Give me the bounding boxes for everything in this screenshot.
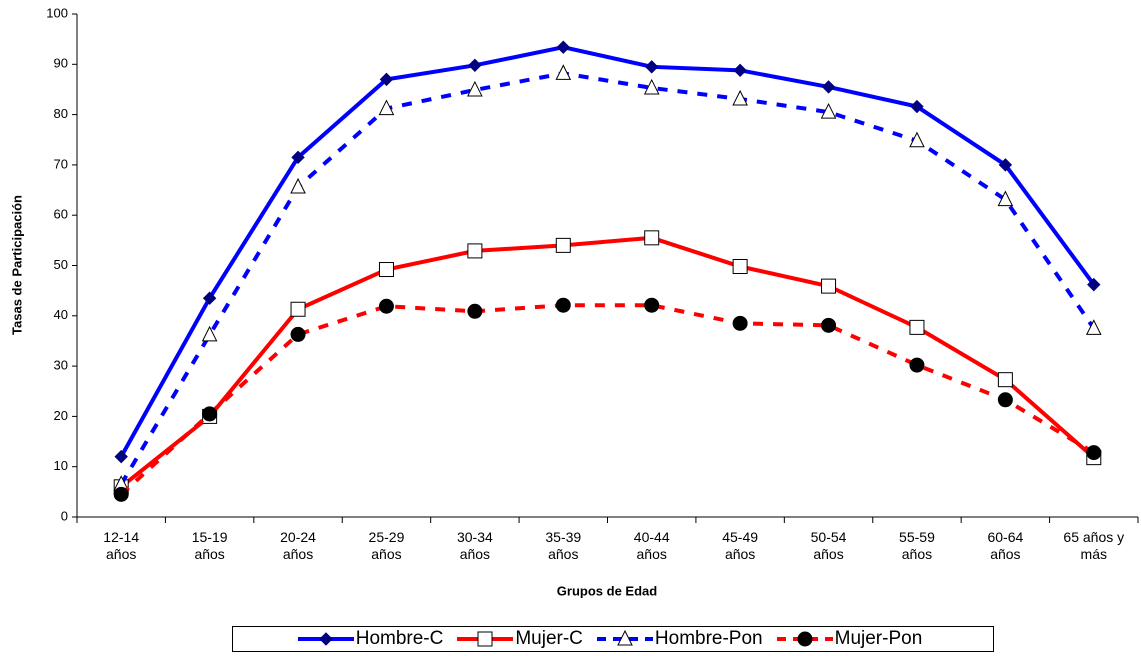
marker <box>821 80 836 94</box>
marker <box>555 237 571 253</box>
marker <box>319 632 333 646</box>
marker <box>909 131 925 148</box>
legend-label: Hombre-C <box>355 628 444 649</box>
legend-label: Mujer-C <box>515 628 583 649</box>
legend-label: Mujer-Pon <box>834 628 923 649</box>
x-tick-label: 40-44 años <box>633 529 670 562</box>
marker <box>556 40 570 54</box>
marker <box>732 89 748 106</box>
legend-item: Mujer-Pon <box>775 628 923 650</box>
marker <box>797 631 813 647</box>
marker <box>909 357 925 373</box>
marker <box>821 317 837 333</box>
legend: Hombre-C Mujer-C Hombre-Pon Mujer-Pon <box>232 626 994 652</box>
series-line <box>119 303 1095 496</box>
marker <box>643 78 660 95</box>
marker <box>290 326 306 342</box>
marker <box>290 301 306 317</box>
marker <box>733 63 747 78</box>
x-tick-label: 30-34 años <box>456 529 493 562</box>
legend-label: Hombre-Pon <box>654 628 763 649</box>
y-tick-label: 10 <box>54 458 68 473</box>
marker <box>378 99 395 116</box>
y-tick-label: 50 <box>54 257 68 272</box>
x-tick-label: 55-59 años <box>899 529 935 562</box>
y-tick-label: 40 <box>54 307 68 322</box>
marker <box>202 291 217 305</box>
marker <box>732 315 748 331</box>
marker <box>820 102 837 119</box>
series-line <box>119 71 1096 486</box>
y-tick-label: 0 <box>61 508 68 523</box>
marker <box>617 629 633 646</box>
marker <box>467 80 483 97</box>
x-tick-label: 45-49 años <box>722 529 759 562</box>
marker <box>997 392 1013 408</box>
marker <box>202 406 218 422</box>
marker <box>467 303 483 319</box>
legend-swatch <box>776 631 833 647</box>
x-axis-label: Grupos de Edad <box>557 583 657 598</box>
marker <box>378 298 394 314</box>
legend-swatch <box>596 629 653 646</box>
x-tick-label: 12-14 años <box>103 529 140 562</box>
y-tick-label: 100 <box>46 5 68 20</box>
legend-item: Mujer-C <box>455 628 583 650</box>
x-tick-label: 15-19 años <box>191 529 228 562</box>
y-axis-label: Tasas de Participación <box>9 195 24 335</box>
x-tick-label: 50-54 años <box>810 529 847 562</box>
marker <box>645 60 659 74</box>
y-tick-label: 20 <box>54 408 68 423</box>
marker <box>1087 277 1101 292</box>
marker <box>997 372 1013 388</box>
y-tick-label: 60 <box>54 207 68 222</box>
series-line <box>119 45 1096 458</box>
marker <box>468 58 482 73</box>
x-tick-label: 60-64 años <box>987 529 1024 562</box>
marker <box>909 319 925 335</box>
legend-swatch <box>297 632 354 646</box>
marker <box>113 486 129 502</box>
y-tick-label: 80 <box>54 106 68 121</box>
series-line <box>119 235 1096 489</box>
marker <box>378 262 394 278</box>
x-tick-label: 25-29 años <box>368 529 405 562</box>
marker <box>477 631 493 647</box>
marker <box>644 297 660 313</box>
marker <box>910 99 924 114</box>
legend-item: Hombre-Pon <box>595 628 763 650</box>
plot: Tasas de Participación Grupos de Edad 0 1… <box>9 5 1139 598</box>
marker <box>201 325 218 342</box>
marker <box>1086 445 1102 461</box>
marker <box>821 278 837 294</box>
marker <box>379 72 394 87</box>
marker <box>732 259 748 275</box>
y-tick-label: 90 <box>54 56 68 71</box>
y-tick-label: 70 <box>54 156 68 171</box>
marker <box>644 230 660 246</box>
marker <box>1085 319 1102 335</box>
marker <box>290 177 306 194</box>
marker <box>291 150 305 165</box>
marker <box>997 190 1014 207</box>
marker <box>114 449 128 464</box>
marker <box>555 297 571 313</box>
legend-item: Hombre-C <box>296 628 444 650</box>
x-tick-label: 20-24 años <box>280 529 316 562</box>
marker <box>467 243 483 259</box>
marker <box>555 64 572 80</box>
marker <box>998 158 1013 172</box>
x-tick-label: 65 años y más <box>1063 529 1125 562</box>
legend-swatch <box>457 631 514 647</box>
x-tick-label: 35-39 años <box>545 529 582 562</box>
y-tick-label: 30 <box>54 358 68 373</box>
